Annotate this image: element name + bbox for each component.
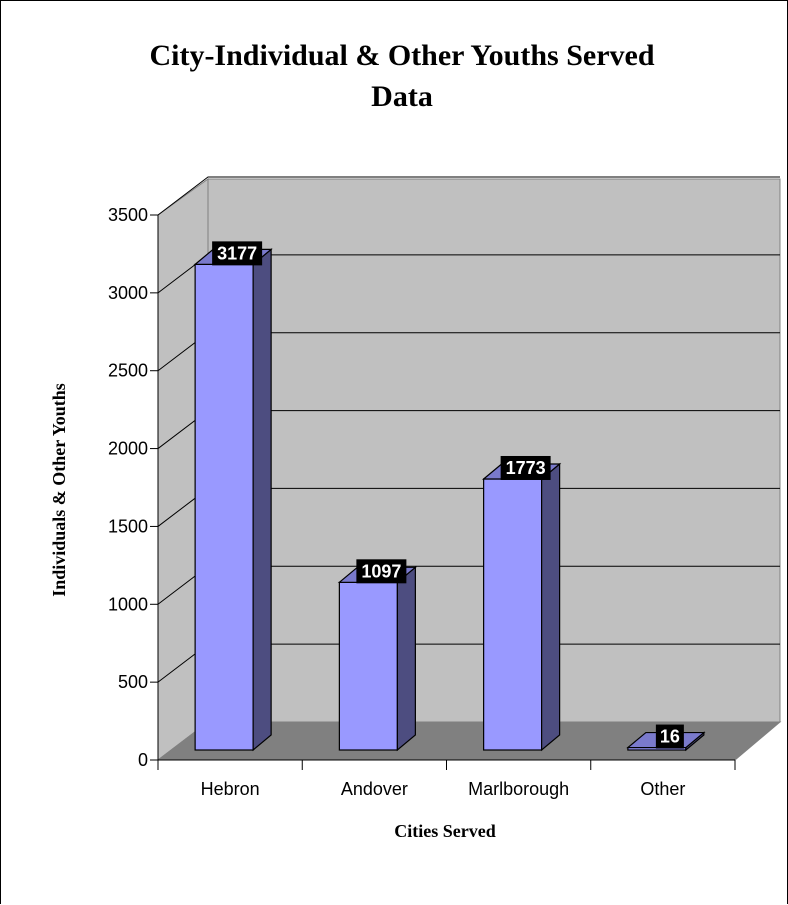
- y-tick-label: 2000: [108, 439, 148, 459]
- y-tick-label: 3000: [108, 283, 148, 303]
- bar-side: [252, 248, 272, 752]
- y-tick-label: 3500: [108, 205, 148, 225]
- data-label-bg: [655, 724, 684, 749]
- data-label-bg: [356, 559, 407, 584]
- data-label: 16: [660, 727, 680, 747]
- bar-side: [396, 566, 416, 752]
- y-tick-label: 2500: [108, 361, 148, 381]
- data-label: 3177: [217, 243, 257, 263]
- bar: [337, 566, 418, 752]
- bar: [481, 462, 562, 752]
- bar-front: [194, 263, 254, 751]
- y-tick-label: 500: [118, 672, 148, 692]
- chart-title-line-1: City-Individual & Other Youths Served: [149, 39, 654, 72]
- bar-front: [338, 581, 398, 751]
- x-tick-label: Other: [640, 779, 685, 799]
- x-tick-labels: Hebron Andover Marlborough Other: [201, 779, 686, 799]
- data-label-bg: [500, 455, 551, 480]
- x-tick-label: Andover: [341, 779, 408, 799]
- data-label: 1773: [506, 458, 546, 478]
- y-axis-title: Individuals & Other Youths: [49, 383, 69, 597]
- x-tick-label: Marlborough: [468, 779, 569, 799]
- axes: [150, 214, 736, 770]
- y-tick-labels: 0 500 1000 1500 2000 2500 3000 3500: [108, 205, 148, 770]
- y-tick-label: 0: [138, 750, 148, 770]
- x-axis-title: Cities Served: [394, 821, 495, 841]
- y-tick-label: 1500: [108, 516, 148, 536]
- data-labels: 3177 1097 1773 16: [212, 241, 684, 749]
- bar: [193, 248, 273, 752]
- data-label-bg: [212, 241, 263, 266]
- gridline: [157, 176, 780, 216]
- data-label: 1097: [361, 561, 401, 581]
- bar-front: [483, 478, 543, 751]
- chart-title-line-2: Data: [371, 80, 433, 113]
- x-tick-label: Hebron: [201, 779, 260, 799]
- y-tick-label: 1000: [108, 594, 148, 614]
- bar-side: [541, 462, 561, 752]
